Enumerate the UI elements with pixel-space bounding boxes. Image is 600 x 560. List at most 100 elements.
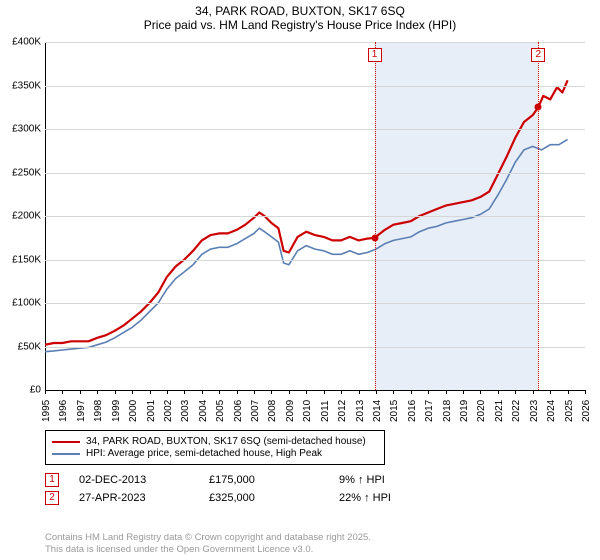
x-axis-tick: [585, 390, 586, 394]
gridline-h: [45, 216, 585, 217]
gridline-h: [45, 173, 585, 174]
x-axis-tick-label: 2025: [564, 400, 575, 422]
x-axis-tick-label: 2011: [320, 400, 331, 422]
y-axis-tick-label: £300K: [12, 124, 45, 135]
x-axis-tick-label: 2021: [494, 400, 505, 422]
legend-row: HPI: Average price, semi-detached house,…: [52, 448, 378, 459]
x-axis-tick-label: 1996: [58, 400, 69, 422]
gridline-h: [45, 86, 585, 87]
x-axis-tick: [341, 390, 342, 394]
x-axis-tick: [167, 390, 168, 394]
gridline-h: [45, 42, 585, 43]
x-axis-tick: [184, 390, 185, 394]
sale-row-date: 27-APR-2023: [79, 492, 209, 504]
x-axis-tick-label: 2002: [163, 400, 174, 422]
sale-row-price: £175,000: [209, 474, 339, 486]
x-axis-tick-label: 2008: [267, 400, 278, 422]
sale-marker-box: 2: [531, 48, 545, 62]
legend-swatch: [52, 441, 80, 443]
x-axis-tick: [376, 390, 377, 394]
x-axis-tick: [550, 390, 551, 394]
sale-row-price: £325,000: [209, 492, 339, 504]
x-axis-tick: [533, 390, 534, 394]
sale-row-index-box: 1: [45, 473, 59, 487]
sale-dot: [371, 234, 378, 241]
x-axis-tick: [515, 390, 516, 394]
gridline-h: [45, 347, 585, 348]
y-axis-tick-label: £100K: [12, 298, 45, 309]
legend-label: 34, PARK ROAD, BUXTON, SK17 6SQ (semi-de…: [86, 436, 366, 447]
sale-dot: [535, 104, 542, 111]
gridline-h: [45, 390, 585, 391]
sale-marker-box: 1: [368, 48, 382, 62]
legend-label: HPI: Average price, semi-detached house,…: [86, 448, 322, 459]
x-axis-tick-label: 2024: [546, 400, 557, 422]
sale-marker-line: [375, 42, 376, 390]
x-axis-tick-label: 1997: [76, 400, 87, 422]
y-axis-tick-label: £150K: [12, 254, 45, 265]
x-axis-tick: [132, 390, 133, 394]
series-line: [45, 139, 568, 351]
x-axis-tick-label: 1995: [41, 400, 52, 422]
x-axis-tick-label: 2004: [198, 400, 209, 422]
title-address: 34, PARK ROAD, BUXTON, SK17 6SQ: [0, 4, 600, 18]
x-axis-tick-label: 1998: [93, 400, 104, 422]
gridline-h: [45, 303, 585, 304]
x-axis-tick: [237, 390, 238, 394]
sale-row-pct: 9% ↑ HPI: [339, 474, 449, 486]
y-axis-tick-label: £200K: [12, 211, 45, 222]
x-axis-tick-label: 2010: [302, 400, 313, 422]
x-axis-tick-label: 2014: [372, 400, 383, 422]
gridline-h: [45, 260, 585, 261]
x-axis-tick: [80, 390, 81, 394]
x-axis-tick-label: 2003: [180, 400, 191, 422]
x-axis-tick: [428, 390, 429, 394]
sale-row: 2 27-APR-2023£325,00022% ↑ HPI: [45, 491, 585, 505]
legend-and-sales: 34, PARK ROAD, BUXTON, SK17 6SQ (semi-de…: [45, 430, 585, 509]
x-axis-tick: [202, 390, 203, 394]
y-axis-tick-label: £350K: [12, 80, 45, 91]
x-axis-tick: [498, 390, 499, 394]
x-axis-tick: [463, 390, 464, 394]
title-block: 34, PARK ROAD, BUXTON, SK17 6SQ Price pa…: [0, 0, 600, 32]
x-axis-tick-label: 2005: [215, 400, 226, 422]
x-axis-tick: [324, 390, 325, 394]
x-axis-tick: [289, 390, 290, 394]
x-axis-tick: [411, 390, 412, 394]
x-axis-tick-label: 2016: [407, 400, 418, 422]
x-axis-tick-label: 2019: [459, 400, 470, 422]
x-axis-tick: [393, 390, 394, 394]
x-axis-tick: [115, 390, 116, 394]
x-axis-tick-label: 2009: [285, 400, 296, 422]
attribution-line1: Contains HM Land Registry data © Crown c…: [45, 532, 585, 544]
sale-row-date: 02-DEC-2013: [79, 474, 209, 486]
sale-row-pct: 22% ↑ HPI: [339, 492, 449, 504]
x-axis-tick: [306, 390, 307, 394]
x-axis-tick-label: 1999: [111, 400, 122, 422]
x-axis-tick: [359, 390, 360, 394]
x-axis-tick: [45, 390, 46, 394]
sale-marker-line: [538, 42, 539, 390]
x-axis-tick: [62, 390, 63, 394]
x-axis-tick-label: 2000: [128, 400, 139, 422]
x-axis-tick-label: 2001: [146, 400, 157, 422]
legend-swatch: [52, 453, 80, 455]
x-axis-tick-label: 2013: [355, 400, 366, 422]
sale-row-index-box: 2: [45, 491, 59, 505]
x-axis-tick-label: 2020: [476, 400, 487, 422]
x-axis-tick-label: 2018: [442, 400, 453, 422]
legend-box: 34, PARK ROAD, BUXTON, SK17 6SQ (semi-de…: [45, 430, 385, 465]
x-axis-tick-label: 2015: [389, 400, 400, 422]
chart-plot-area: £0£50K£100K£150K£200K£250K£300K£350K£400…: [45, 42, 585, 390]
y-axis-tick-label: £250K: [12, 167, 45, 178]
x-axis-tick: [150, 390, 151, 394]
x-axis-tick: [219, 390, 220, 394]
x-axis-tick-label: 2017: [424, 400, 435, 422]
y-axis-tick-label: £400K: [12, 37, 45, 48]
sale-row: 1 02-DEC-2013£175,0009% ↑ HPI: [45, 473, 585, 487]
gridline-h: [45, 129, 585, 130]
x-axis-tick-label: 2007: [250, 400, 261, 422]
sales-table: 1 02-DEC-2013£175,0009% ↑ HPI 2 27-APR-2023…: [45, 473, 585, 505]
x-axis-tick: [446, 390, 447, 394]
attribution-text: Contains HM Land Registry data © Crown c…: [45, 532, 585, 556]
